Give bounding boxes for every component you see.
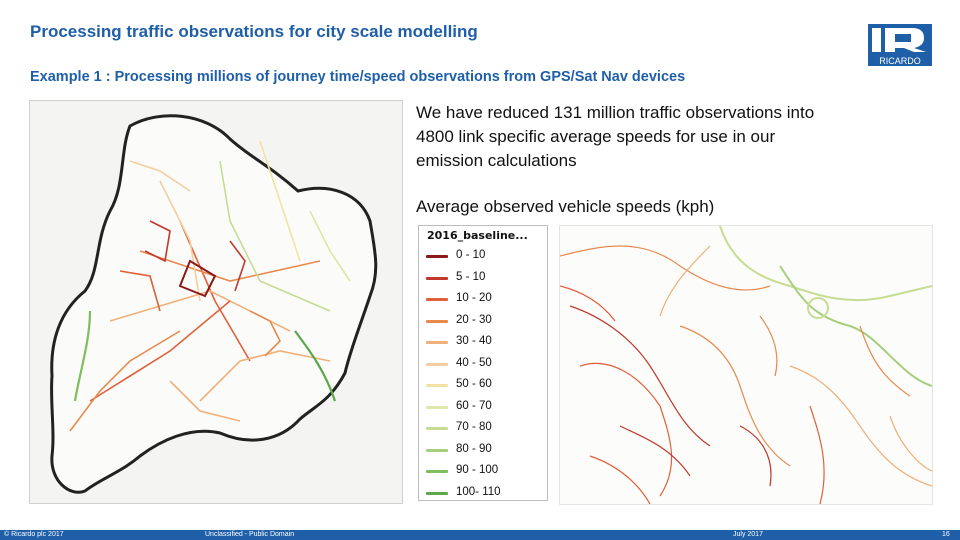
legend-item: 10 - 20 [426, 292, 544, 306]
legend-label: 100- 110 [456, 485, 501, 498]
legend-swatch [426, 384, 448, 387]
legend-label: 0 - 10 [456, 249, 486, 261]
legend-swatch [426, 427, 448, 430]
legend-item: 60 - 70 [426, 400, 544, 414]
footer-date: July 2017 [733, 531, 763, 538]
slide-subtitle: Example 1 : Processing millions of journ… [30, 69, 686, 85]
legend-item: 5 - 10 [426, 271, 544, 285]
city-speed-map [29, 100, 403, 504]
logo-text: RICARDO [879, 56, 921, 66]
ricardo-logo: RICARDO [868, 24, 932, 66]
legend-swatch [426, 405, 448, 409]
legend-swatch [426, 298, 448, 301]
legend-caption: Average observed vehicle speeds (kph) [416, 197, 715, 216]
legend-label: 80 - 90 [456, 442, 492, 455]
legend-swatch [426, 491, 448, 495]
legend-swatch [426, 319, 448, 323]
legend-item: 20 - 30 [426, 314, 544, 328]
speed-legend: 2016_baseline... 0 - 10 5 - 10 10 - 20 2… [418, 225, 548, 501]
legend-item: 90 - 100 [426, 464, 544, 478]
footer-copyright: © Ricardo plc 2017 [4, 531, 64, 538]
legend-label: 40 - 50 [456, 356, 492, 369]
legend-swatch [426, 276, 448, 280]
legend-swatch [426, 470, 448, 473]
legend-swatch [426, 255, 448, 258]
legend-title: 2016_baseline... [427, 229, 528, 242]
legend-label: 90 - 100 [456, 464, 499, 476]
legend-swatch [426, 448, 448, 452]
legend-label: 5 - 10 [456, 270, 486, 283]
legend-item: 40 - 50 [426, 357, 544, 371]
legend-item: 70 - 80 [426, 421, 544, 435]
legend-item: 80 - 90 [426, 443, 544, 457]
legend-label: 30 - 40 [456, 335, 492, 347]
legend-item: 0 - 10 [426, 249, 544, 263]
legend-swatch [426, 362, 448, 366]
legend-item: 100- 110 [426, 486, 544, 500]
legend-label: 50 - 60 [456, 378, 492, 390]
legend-label: 70 - 80 [456, 421, 492, 433]
slide-title: Processing traffic observations for city… [30, 22, 478, 41]
footer-classification: Unclassified - Public Domain [205, 531, 295, 538]
legend-label: 10 - 20 [456, 292, 492, 304]
legend-label: 60 - 70 [456, 399, 492, 412]
legend-item: 30 - 40 [426, 335, 544, 349]
footer-page-number: 16 [942, 531, 950, 538]
footer-bar: © Ricardo plc 2017 Unclassified - Public… [0, 530, 960, 540]
legend-item: 50 - 60 [426, 378, 544, 392]
legend-swatch [426, 341, 448, 344]
summary-text: We have reduced 131 million traffic obse… [416, 103, 815, 170]
zoomed-speed-map [559, 225, 933, 505]
legend-label: 20 - 30 [456, 313, 492, 326]
